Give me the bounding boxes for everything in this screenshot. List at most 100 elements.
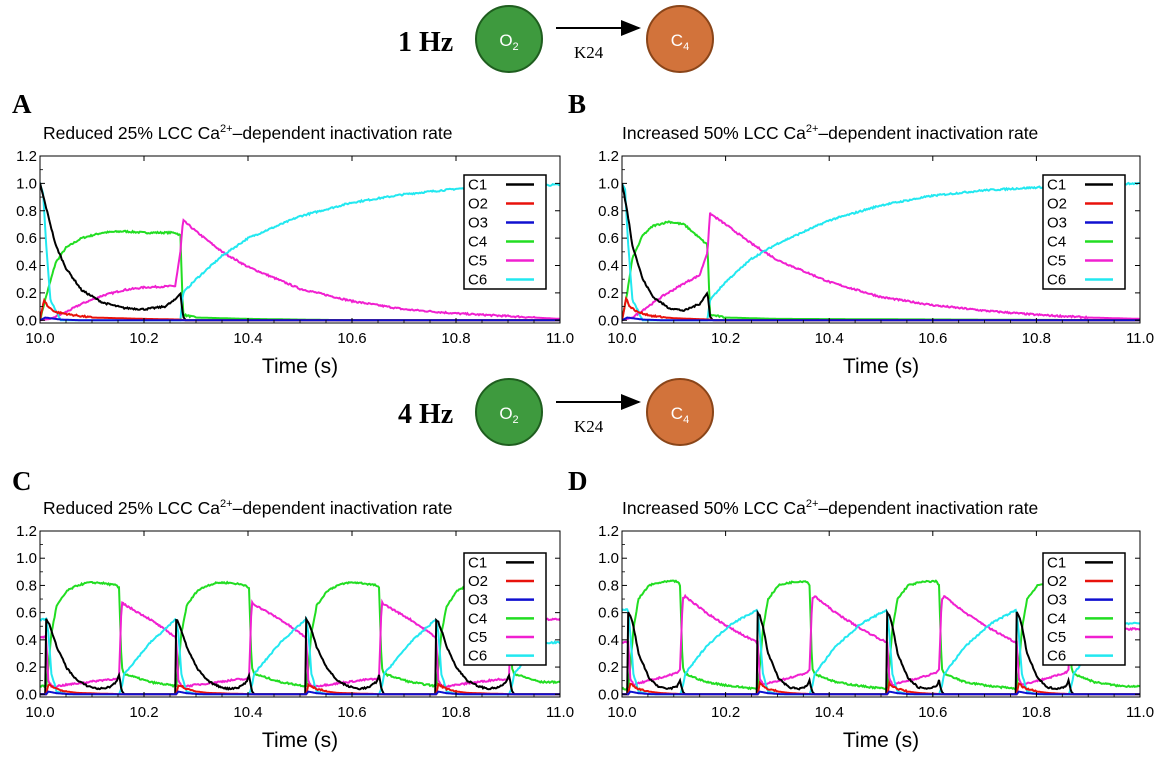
y-tick-label: 0.2 [16,659,37,676]
panel-letter-b: B [568,89,586,119]
x-tick-label: 10.2 [711,704,740,721]
panel-letter-d: D [568,466,588,496]
legend-label-o3: O3 [468,592,488,609]
chart-panel-c: 10.0 10.2 10.4 10.6 10.8 11.0 0.0 0.2 0.4 0.6 0.8 1… [16,523,574,752]
transition-diagram-4hz: 4 Hz O2 K24 C4 [398,378,714,446]
state-node-c4 [646,378,714,446]
y-tick-label: 1.0 [598,175,619,192]
y-tick-label: 0.4 [16,632,37,649]
rate-label: K24 [574,43,604,62]
series-line-o2 [40,297,560,322]
y-tick-label: 1.2 [598,523,619,540]
legend-label-c6: C6 [1047,648,1066,665]
panel-title-d: Increased 50% LCC Ca2+–dependent inactiv… [622,498,1038,518]
y-tick-label: 0.0 [16,312,37,329]
legend-label-o2: O2 [468,196,488,213]
legend-box [463,552,547,666]
x-tick-label: 10.8 [441,704,470,721]
state-node-c4-label: C4 [671,404,689,426]
x-tick-label: 10.6 [337,704,366,721]
legend-label-c6: C6 [468,648,487,665]
y-tick-label: 1.2 [16,148,37,165]
legend-label-o3: O3 [1047,592,1067,609]
x-tick-label: 11.0 [1126,704,1154,721]
panel-letter-a: A [12,89,32,119]
x-tick-label: 10.2 [711,330,740,347]
y-tick-label: 1.2 [598,148,619,165]
state-node-o2 [475,378,543,446]
x-axis-label: Time (s) [262,729,338,752]
y-tick-label: 0.6 [16,230,37,247]
y-tick-label: 1.2 [16,523,37,540]
state-node-c4-label: C4 [671,31,689,53]
legend-label-c6: C6 [1047,272,1066,289]
y-tick-label: 0.6 [598,605,619,622]
legend-label-c1: C1 [468,554,487,571]
legend-box [1042,552,1126,666]
series-line-c5 [622,212,1140,322]
y-tick-label: 0.6 [598,230,619,247]
x-tick-label: 10.2 [129,330,158,347]
panel-title-b: Increased 50% LCC Ca2+–dependent inactiv… [622,123,1038,143]
chart-panel-b: 10.0 10.2 10.4 10.6 10.8 11.0 0.0 0.2 0.4 0.6 0.8 1… [598,148,1154,378]
legend-label-c1: C1 [468,177,487,194]
legend-label-c5: C5 [468,629,487,646]
legend-label-c4: C4 [1047,234,1066,251]
legend-label-c5: C5 [1047,629,1066,646]
frequency-label: 1 Hz [398,27,453,58]
x-axis-label: Time (s) [843,729,919,752]
legend-box [463,174,547,290]
legend-label-c1: C1 [1047,177,1066,194]
chart-panel-a: 10.0 10.2 10.4 10.6 10.8 11.0 0.0 0.2 0.4 0.6 0.8 1… [16,148,574,378]
y-tick-label: 1.0 [16,175,37,192]
x-axis-label: Time (s) [262,355,338,378]
x-tick-label: 10.4 [815,704,844,721]
legend-label-o3: O3 [1047,215,1067,232]
x-axis-label: Time (s) [843,355,919,378]
y-tick-label: 0.4 [16,258,37,275]
x-tick-label: 10.8 [1022,704,1051,721]
x-tick-label: 11.0 [546,330,574,347]
series-line-c5 [40,218,560,322]
y-tick-label: 0.2 [16,285,37,302]
x-tick-label: 11.0 [1126,330,1154,347]
y-tick-label: 0.4 [598,258,619,275]
legend-label-c4: C4 [468,234,487,251]
transition-diagram-1hz: 1 Hz O2 K24 C4 [398,5,714,73]
x-tick-label: 10.8 [1022,330,1051,347]
y-tick-label: 0.2 [598,285,619,302]
x-tick-label: 10.6 [918,330,947,347]
legend-label-c5: C5 [1047,253,1066,270]
y-tick-label: 0.8 [598,203,619,220]
panel-title-c: Reduced 25% LCC Ca2+–dependent inactivat… [43,498,452,518]
x-tick-label: 11.0 [546,704,574,721]
state-node-o2 [475,5,543,73]
y-tick-label: 0.8 [16,203,37,220]
x-tick-label: 10.8 [441,330,470,347]
y-tick-label: 0.4 [598,632,619,649]
y-tick-label: 0.8 [598,577,619,594]
state-node-c4 [646,5,714,73]
series-line-c5 [622,593,1140,687]
y-tick-label: 1.0 [16,550,37,567]
panel-title-a: Reduced 25% LCC Ca2+–dependent inactivat… [43,123,452,143]
legend-label-c1: C1 [1047,554,1066,571]
frequency-label: 4 Hz [398,399,453,430]
legend-label-o2: O2 [1047,573,1067,590]
x-tick-label: 10.6 [337,330,366,347]
x-tick-label: 10.0 [607,704,636,721]
legend-box [1042,174,1126,290]
y-tick-label: 0.0 [598,312,619,329]
x-tick-label: 10.2 [129,704,158,721]
x-tick-label: 10.0 [25,704,54,721]
legend-label-c6: C6 [468,272,487,289]
rate-label: K24 [574,417,604,436]
x-tick-label: 10.0 [25,330,54,347]
y-tick-label: 0.8 [16,577,37,594]
x-tick-label: 10.0 [607,330,636,347]
y-tick-label: 0.2 [598,659,619,676]
